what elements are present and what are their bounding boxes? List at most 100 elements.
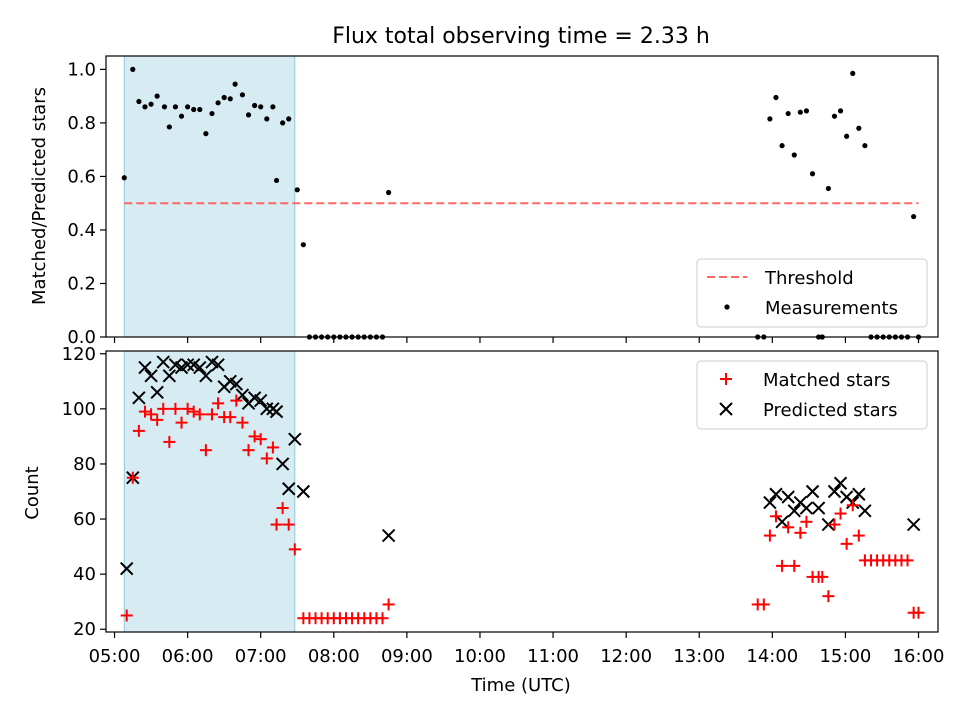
bottom-y-tick-label: 120 [62,344,96,365]
measurement-point [844,133,850,139]
matched-stars-point [193,408,206,421]
bottom-axes-frame [105,350,939,633]
x-tick-label: 11:00 [527,646,579,667]
predicted-stars-point [269,404,284,419]
legend-predicted-swatch [719,402,733,416]
matched-stars-point [175,416,188,429]
matched-stars-point [132,424,145,437]
bottom-panel: 20 40 60 80 100 120 05:00 06:00 07:00 08:00 09:00… [22,344,944,696]
top-y-tick-label: 0.8 [67,113,96,134]
matched-stars-point [912,606,925,619]
predicted-stars-point [769,487,783,501]
measurement-point [831,113,838,119]
predicted-stars-point [833,476,848,490]
predicted-stars-point [288,432,302,446]
bottom-x-axis: 05:00 06:00 07:00 08:00 09:00 10:00 11:00 12:00… [89,632,944,667]
predicted-stars-point [132,391,146,405]
measurement-point [825,185,831,192]
predicted-marker-stroke [260,402,274,416]
matched-stars-point [157,402,170,415]
measurement-point [791,152,797,158]
predicted-stars-point [180,358,195,372]
measurement-point [773,94,779,101]
predicted-stars-point [229,377,244,391]
predicted-marker-stroke [381,528,396,543]
predicted-stars-point [260,402,274,416]
predicted-marker-stroke [144,369,158,383]
measurement-point [862,143,868,149]
measurement-point [245,112,252,118]
predicted-marker-stroke [247,391,262,405]
measurement-point [166,124,172,130]
predicted-marker-stroke [852,487,866,501]
predicted-marker-stroke [193,360,207,375]
top-y-axis: 0.0 0.2 0.4 0.6 0.8 1.0 [67,59,106,348]
top-legend: Threshold Measurements [696,258,928,328]
matched-stars-point [163,435,176,448]
matched-stars-point [276,502,289,515]
predicted-marker-stroke [288,432,302,446]
predicted-stars-point [150,385,164,400]
measurement-point [161,104,168,110]
predicted-marker-stroke [787,504,801,518]
matched-stars-point [288,543,301,556]
matched-stars-point [769,510,782,523]
matched-stars-point [181,402,194,415]
predicted-stars-point [781,490,795,504]
matched-stars-point [230,394,243,407]
predicted-stars-point [235,388,250,402]
top-y-axis-label: Matched/Predicted stars [29,87,50,305]
matched-stars-point [266,441,279,454]
matched-stars-point [224,411,237,424]
measurement-point [203,131,209,137]
measurement-point [232,81,238,87]
bottom-y-tick-label: 20 [73,619,96,640]
predicted-marker-stroke [205,355,219,369]
top-legend-box [696,258,928,328]
x-tick-label: 13:00 [673,646,725,667]
measurement-point [850,70,856,76]
top-y-tick-label: 0.6 [67,166,96,187]
predicted-marker-stroke [811,501,826,515]
predicted-stars-point [763,495,777,510]
matched-stars-point [169,402,182,415]
predicted-marker-stroke [229,377,244,391]
matched-stars-point [120,609,133,622]
measurement-point [239,92,246,98]
predicted-stars-point [805,484,820,499]
matched-stars-point [757,598,770,611]
matched-stars-point [828,518,841,531]
measurement-point [130,66,136,72]
matched-stars-point [145,408,158,421]
predicted-marker-stroke [781,490,795,504]
x-tick-label: 08:00 [308,646,360,667]
measurement-point [209,110,215,117]
matched-stars-point [794,526,807,539]
bottom-y-tick-label: 40 [73,564,96,585]
measurement-point [837,108,844,114]
matched-stars-point [236,416,249,429]
predicted-marker-stroke [821,517,836,532]
predicted-marker-stroke [769,487,783,501]
predicted-stars-point [120,561,134,576]
top-y-tick-label: 0.4 [67,220,96,241]
legend-predicted-label: Predicted stars [763,400,897,421]
legend-measurements-label: Measurements [765,298,898,319]
measurement-point [191,106,197,113]
x-tick-label: 09:00 [381,646,433,667]
x-tick-label: 15:00 [819,646,871,667]
predicted-marker-stroke [799,501,814,515]
matched-stars-point [242,444,255,457]
predicted-stars-point [811,501,826,515]
predicted-marker-stroke [150,385,164,400]
legend-threshold-label: Threshold [764,268,854,289]
predicted-stars-point [282,482,296,496]
legend-matched-label: Matched stars [763,370,890,391]
predicted-stars-point [799,501,814,515]
matched-stars-point [846,499,859,512]
predicted-marker-stroke [253,393,268,408]
predicted-stars-point [787,504,801,518]
predicted-marker-stroke [138,360,152,375]
matched-stars-point [852,529,865,542]
predicted-marker-stroke [120,561,134,576]
